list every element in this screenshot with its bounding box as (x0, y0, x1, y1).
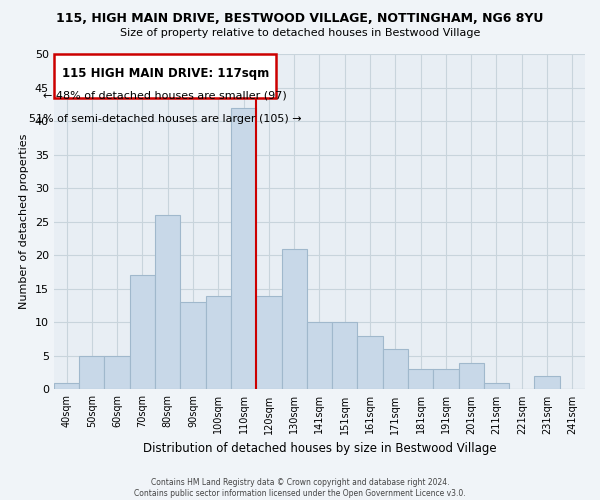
Bar (358, 336, 383, 390)
Bar (408, 370, 433, 390)
Text: 115 HIGH MAIN DRIVE: 117sqm: 115 HIGH MAIN DRIVE: 117sqm (62, 68, 269, 80)
Bar (181, 302, 206, 390)
Bar (79, 356, 104, 390)
Bar (484, 382, 509, 390)
Text: 115, HIGH MAIN DRIVE, BESTWOOD VILLAGE, NOTTINGHAM, NG6 8YU: 115, HIGH MAIN DRIVE, BESTWOOD VILLAGE, … (56, 12, 544, 26)
Bar (231, 108, 256, 390)
Bar (155, 215, 181, 390)
FancyBboxPatch shape (54, 54, 277, 98)
Bar (281, 248, 307, 390)
Bar (307, 322, 332, 390)
Text: ← 48% of detached houses are smaller (97): ← 48% of detached houses are smaller (97… (43, 91, 287, 101)
Bar (535, 376, 560, 390)
Bar (383, 349, 408, 390)
X-axis label: Distribution of detached houses by size in Bestwood Village: Distribution of detached houses by size … (143, 442, 496, 455)
Bar (104, 356, 130, 390)
Bar (332, 322, 358, 390)
Bar (206, 296, 231, 390)
Text: Contains HM Land Registry data © Crown copyright and database right 2024.
Contai: Contains HM Land Registry data © Crown c… (134, 478, 466, 498)
Y-axis label: Number of detached properties: Number of detached properties (19, 134, 29, 310)
Text: Size of property relative to detached houses in Bestwood Village: Size of property relative to detached ho… (120, 28, 480, 38)
Bar (130, 276, 155, 390)
Bar (433, 370, 458, 390)
Text: 51% of semi-detached houses are larger (105) →: 51% of semi-detached houses are larger (… (29, 114, 301, 124)
Bar (458, 362, 484, 390)
Bar (54, 382, 79, 390)
Bar (256, 296, 281, 390)
